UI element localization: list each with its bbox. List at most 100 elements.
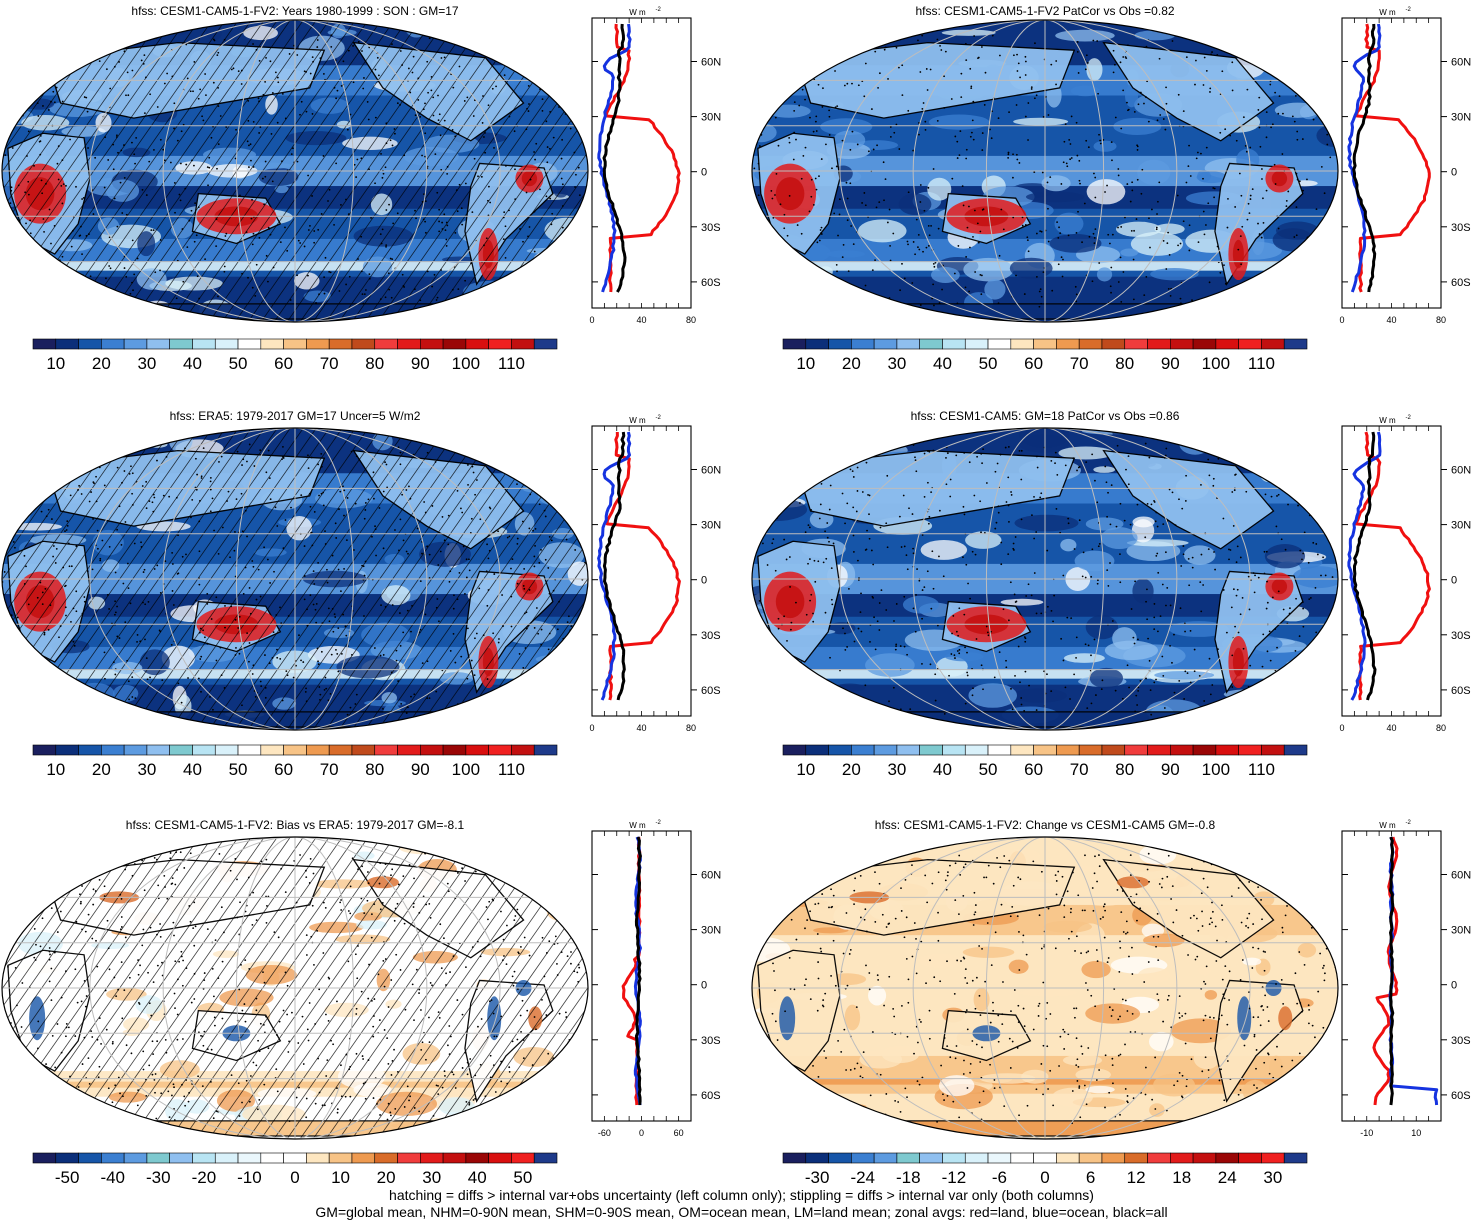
- zonal-curve: [1354, 23, 1431, 293]
- colorbar-label: 10: [796, 354, 815, 373]
- colorbar-swatch: [146, 1152, 170, 1164]
- colorbar-label: 100: [1202, 760, 1230, 779]
- colorbar-swatch: [851, 744, 875, 756]
- colorbar-swatch: [397, 1152, 421, 1164]
- zonal-unit-label: W m: [1379, 821, 1396, 830]
- colorbar-swatch: [828, 1152, 852, 1164]
- colorbar-swatch: [101, 1152, 125, 1164]
- colorbar-label: 18: [1172, 1168, 1191, 1187]
- colorbar-label: 30: [137, 760, 156, 779]
- colorbar-label: 30: [887, 760, 906, 779]
- colorbar-swatch: [397, 744, 421, 756]
- colorbar-swatch: [169, 1152, 193, 1164]
- zonal-lat-tick: 0: [1451, 167, 1457, 179]
- colorbar-swatch: [873, 1152, 898, 1164]
- zonal-unit-label: W m: [629, 416, 646, 425]
- colorbar-label: 50: [979, 760, 998, 779]
- zonal-unit-exponent: -2: [1406, 415, 1412, 421]
- zonal-x-tick: 40: [636, 315, 646, 325]
- colorbar-label: 50: [513, 1168, 532, 1187]
- colorbar-swatch: [782, 1152, 807, 1164]
- colorbar-swatch: [374, 744, 398, 756]
- colorbar-swatch: [964, 1152, 989, 1164]
- colorbar-swatch: [488, 1152, 512, 1164]
- colorbar-swatch: [1170, 338, 1194, 350]
- zonal-lat-tick: 0: [701, 167, 707, 179]
- colorbar-swatch: [420, 1152, 444, 1164]
- colorbar-swatch: [351, 338, 376, 350]
- colorbar-label: -6: [992, 1168, 1007, 1187]
- colorbar-label: -12: [942, 1168, 967, 1187]
- map-projection: [1, 836, 589, 1140]
- colorbar-swatch: [1056, 744, 1080, 756]
- colorbar-swatch: [851, 1152, 875, 1164]
- colorbar-swatch: [1010, 338, 1034, 350]
- zonal-curve: [605, 431, 681, 701]
- colorbar-swatch: [488, 338, 512, 350]
- zonal-unit-label: W m: [1379, 416, 1396, 425]
- colorbar: 10 20 30 40 50 60 70 80 90 100 110: [782, 744, 1308, 779]
- colorbar-swatch: [260, 338, 284, 350]
- zonal-unit-exponent: -2: [1406, 820, 1412, 826]
- zonal-curve: [1347, 23, 1382, 293]
- zonal-curve: [1354, 431, 1431, 701]
- colorbar-swatch: [919, 744, 943, 756]
- colorbar-swatch: [1215, 1152, 1239, 1164]
- zonal-lat-tick: 60S: [701, 1090, 721, 1102]
- zonal-curve: [1352, 431, 1377, 701]
- colorbar-label: 40: [183, 760, 202, 779]
- colorbar-swatch: [1147, 1152, 1171, 1164]
- zonal-lat-tick: 0: [701, 980, 707, 992]
- colorbar-swatch: [828, 338, 852, 350]
- zonal-x-tick: 0: [639, 1128, 644, 1138]
- colorbar-swatch: [101, 338, 125, 350]
- colorbar-label: 90: [1161, 354, 1180, 373]
- zonal-lat-tick: 60S: [701, 277, 721, 289]
- zonal-lat-tick: 60N: [1451, 465, 1471, 477]
- colorbar-swatch: [1056, 338, 1080, 350]
- colorbar-label: 90: [1161, 760, 1180, 779]
- zonal-average-plot: W m -2 60N 30N 0 30S 60S -60 0 60: [591, 820, 721, 1138]
- zonal-lat-tick: 60N: [701, 57, 721, 69]
- zonal-unit-exponent: -2: [656, 7, 662, 13]
- zonal-lat-tick: 60N: [1451, 57, 1471, 69]
- colorbar-label: 12: [1127, 1168, 1146, 1187]
- colorbar-label: 40: [183, 354, 202, 373]
- colorbar-swatch: [78, 338, 102, 350]
- colorbar-swatch: [873, 338, 898, 350]
- colorbar-swatch: [1033, 744, 1057, 756]
- colorbar-swatch: [1124, 338, 1148, 350]
- colorbar-label: 90: [411, 354, 430, 373]
- colorbar-swatch: [805, 744, 829, 756]
- colorbar-label: -18: [896, 1168, 921, 1187]
- colorbar-swatch: [169, 744, 193, 756]
- colorbar-swatch: [328, 338, 353, 350]
- colorbar-label: 10: [46, 354, 65, 373]
- colorbar-label: 70: [1070, 354, 1089, 373]
- colorbar-swatch: [511, 338, 535, 350]
- zonal-unit-label: W m: [1379, 8, 1396, 17]
- zonal-average-plot: W m -2 60N 30N 0 30S 60S 0 40 80: [589, 415, 721, 733]
- colorbar-swatch: [55, 338, 79, 350]
- colorbar-swatch: [1033, 338, 1057, 350]
- colorbar-label: 110: [1248, 760, 1275, 779]
- zonal-lat-tick: 0: [1451, 980, 1457, 992]
- zonal-lat-tick: 60N: [701, 465, 721, 477]
- colorbar-swatch: [465, 744, 489, 756]
- colorbar-swatch: [511, 744, 535, 756]
- zonal-average-plot: W m -2 60N 30N 0 30S 60S 0 40 80: [1339, 7, 1471, 325]
- colorbar-label: -30: [805, 1168, 830, 1187]
- colorbar-label: 6: [1086, 1168, 1095, 1187]
- colorbar-swatch: [1283, 338, 1308, 350]
- colorbar-swatch: [32, 338, 57, 350]
- colorbar-swatch: [442, 338, 467, 350]
- colorbar-swatch: [123, 1152, 148, 1164]
- zonal-x-tick: 40: [636, 723, 646, 733]
- map-projection: [751, 19, 1339, 323]
- colorbar-swatch: [964, 338, 989, 350]
- colorbar-swatch: [1283, 744, 1308, 756]
- colorbar-swatch: [55, 1152, 79, 1164]
- colorbar-swatch: [919, 1152, 943, 1164]
- zonal-lat-tick: 30S: [1451, 222, 1471, 234]
- colorbar-swatch: [465, 338, 489, 350]
